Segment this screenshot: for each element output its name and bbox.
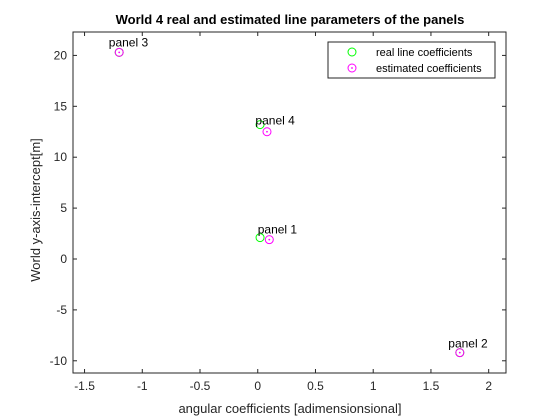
legend-label-estimated: estimated coefficients [376,63,482,75]
y-tick-label: 5 [60,201,67,215]
x-tick-label: -1.5 [74,379,95,393]
x-tick-label: 1.5 [423,379,440,393]
y-tick-label: 20 [54,48,68,62]
y-tick-labels: -10 -5 0 5 10 15 20 [50,48,68,367]
x-tick-labels: -1.5 -1 -0.5 0 0.5 1 1.5 2 [74,379,492,393]
point-annotations: panel 1 panel 2 panel 3 panel 4 [109,35,488,350]
estimated-coefficient-point-dot [118,51,121,54]
panel-annotation: panel 1 [258,223,298,237]
plot-area [73,32,506,373]
x-tick-label: 0 [254,379,261,393]
y-tick-label: 10 [54,150,68,164]
legend-box [327,41,496,79]
estimated-coefficient-point [264,235,274,245]
estimated-coefficient-point-dot [266,130,268,133]
x-tick-label: 0.5 [307,379,324,393]
x-tick-label: -1 [137,379,148,393]
estimated-coefficient-point [455,348,465,358]
tick-marks [73,32,506,373]
real-coefficient-point [255,233,265,243]
panel-annotation: panel 2 [448,337,488,351]
y-tick-label: 0 [60,252,67,266]
estimated-coefficient-point-dot [458,351,461,354]
x-tick-label: 2 [485,379,492,393]
chart-title: World 4 real and estimated line paramete… [116,12,465,27]
x-axis-label: angular coefficients [adimensionsional] [178,401,401,416]
legend-marker-estimated-dot [351,67,353,69]
x-tick-label: 1 [370,379,377,393]
panel-annotation: panel 4 [255,114,295,128]
legend-marker-estimated [347,63,357,73]
y-tick-label: -5 [56,303,67,317]
real-coefficient-point [255,120,265,130]
estimated-coefficient-point [114,47,124,57]
data-points [114,47,465,358]
legend: real line coefficients estimated coeffic… [327,41,496,79]
axes-frame [72,31,507,374]
panel-annotation: panel 3 [109,35,149,49]
estimated-coefficient-point-dot [268,238,271,241]
legend-label-real: real line coefficients [376,47,473,59]
x-tick-label: -0.5 [190,379,211,393]
y-tick-label: 15 [54,99,68,113]
estimated-coefficient-point [262,127,272,137]
legend-marker-real [347,47,357,57]
y-tick-label: -10 [50,354,68,368]
y-axis-label: World y-axis-intercept[m] [28,138,43,282]
